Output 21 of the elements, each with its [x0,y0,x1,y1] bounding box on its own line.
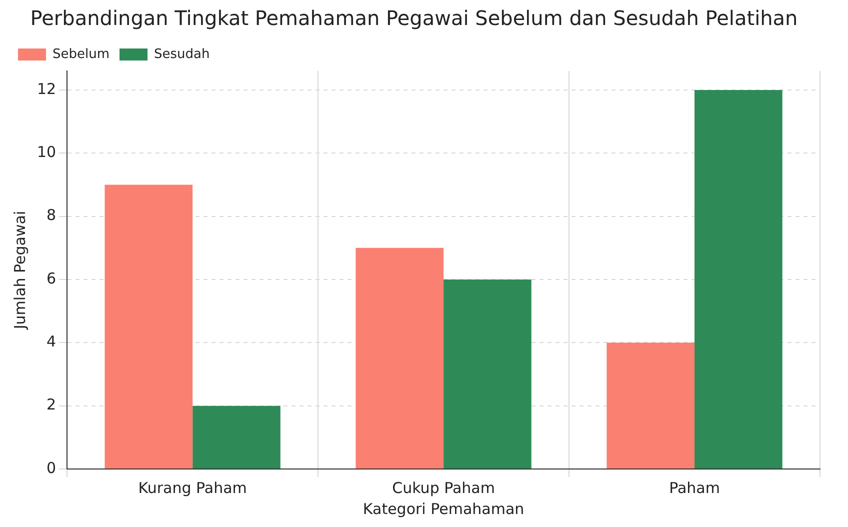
y-tick-label: 4 [46,332,56,351]
chart-title: Perbandingan Tingkat Pemahaman Pegawai Sebelum dan Sesudah Pelatihan [30,6,798,30]
legend-label: Sebelum [52,46,110,62]
y-tick-label: 0 [46,458,56,477]
x-tick-label: Cukup Paham [392,478,495,497]
bar [104,184,193,468]
y-tick-label: 6 [46,269,56,288]
bar [192,406,280,468]
legend-label: Sesudah [154,46,210,62]
y-tick-label: 2 [46,396,56,414]
bar [606,342,695,468]
y-tick-label: 8 [46,206,56,224]
bar [356,248,444,468]
bar [444,279,532,468]
y-axis-title: Jumlah Pegawai [10,210,29,330]
x-tick-label: Kurang Paham [138,478,247,497]
y-tick-label: 10 [36,143,56,162]
x-axis-title: Kategori Pemahaman [362,500,524,518]
x-tick-label: Paham [669,478,720,497]
bar [694,90,782,468]
y-tick-label: 12 [36,80,56,98]
